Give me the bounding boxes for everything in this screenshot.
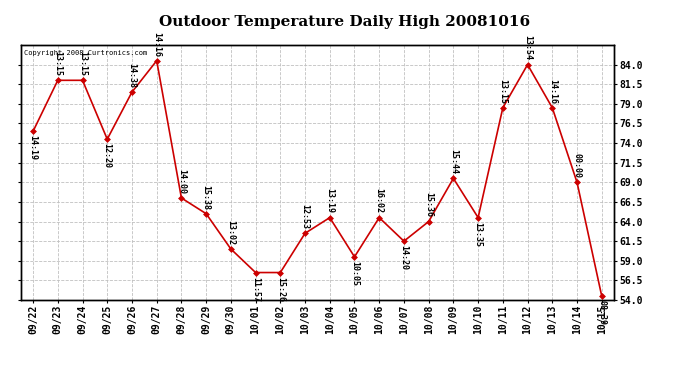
Text: 13:35: 13:35 bbox=[473, 222, 482, 247]
Text: 12:53: 12:53 bbox=[301, 204, 310, 229]
Text: 13:02: 13:02 bbox=[226, 220, 235, 245]
Text: 15:36: 15:36 bbox=[424, 192, 433, 217]
Text: 11:57: 11:57 bbox=[251, 277, 260, 302]
Text: 15:26: 15:26 bbox=[276, 277, 285, 302]
Text: 16:02: 16:02 bbox=[375, 189, 384, 213]
Text: 13:19: 13:19 bbox=[325, 189, 334, 213]
Text: 14:38: 14:38 bbox=[128, 63, 137, 88]
Text: Outdoor Temperature Daily High 20081016: Outdoor Temperature Daily High 20081016 bbox=[159, 15, 531, 29]
Text: 14:16: 14:16 bbox=[548, 79, 557, 104]
Text: Copyright 2008 Curtronics.com: Copyright 2008 Curtronics.com bbox=[23, 50, 147, 56]
Text: 13:15: 13:15 bbox=[53, 51, 62, 76]
Text: 14:16: 14:16 bbox=[152, 32, 161, 57]
Text: 15:38: 15:38 bbox=[201, 184, 210, 210]
Text: 12:20: 12:20 bbox=[103, 143, 112, 168]
Text: 00:00: 00:00 bbox=[573, 153, 582, 178]
Text: 13:15: 13:15 bbox=[498, 79, 507, 104]
Text: 15:44: 15:44 bbox=[449, 149, 458, 174]
Text: 14:19: 14:19 bbox=[28, 135, 37, 160]
Text: 13:54: 13:54 bbox=[523, 36, 532, 60]
Text: 08:39: 08:39 bbox=[598, 300, 607, 325]
Text: 13:15: 13:15 bbox=[78, 51, 87, 76]
Text: 14:20: 14:20 bbox=[400, 245, 408, 270]
Text: 14:00: 14:00 bbox=[177, 169, 186, 194]
Text: 10:05: 10:05 bbox=[350, 261, 359, 286]
